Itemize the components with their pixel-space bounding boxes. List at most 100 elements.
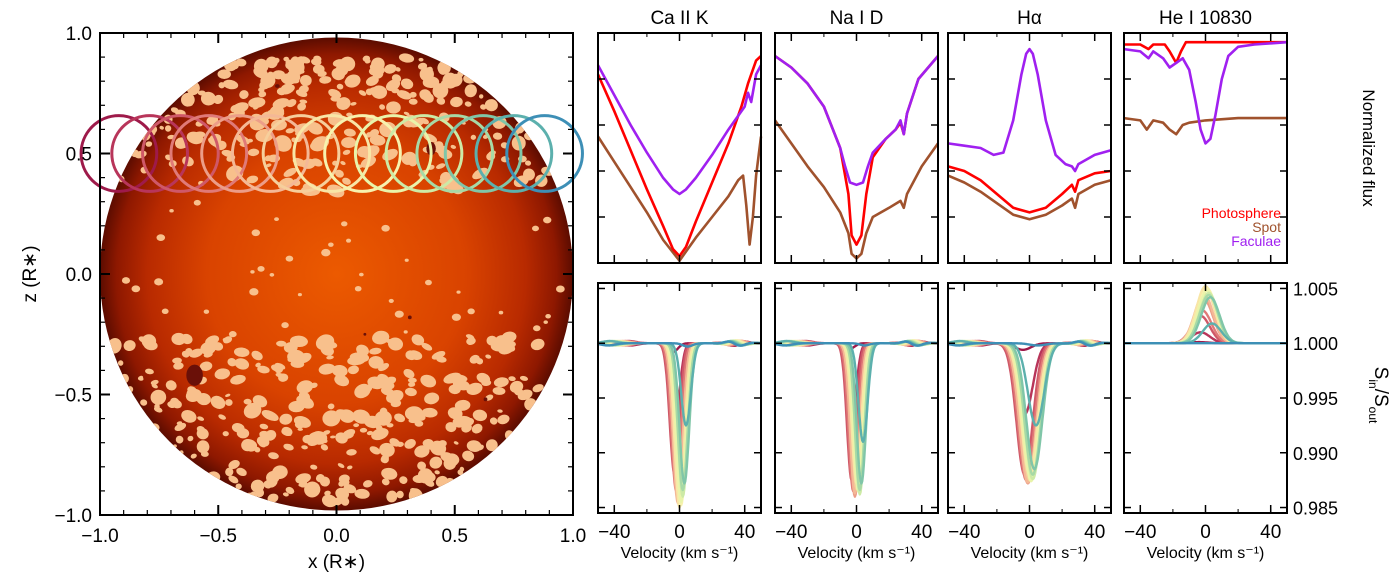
star-map-panel: −1.0 −0.5 0.0 0.5 1.0 −1.0 −0.5 0.0 0.5 1.0 x (R∗… — [20, 24, 586, 573]
facula-patch — [484, 99, 498, 112]
facula-patch — [451, 313, 461, 321]
facula-patch — [419, 67, 434, 82]
facula-patch — [369, 134, 386, 146]
facula-patch — [513, 388, 524, 396]
facula-patch — [386, 490, 398, 503]
series-photosphere — [1124, 40, 1287, 65]
facula-patch — [454, 399, 471, 411]
panel-title: Na I D — [830, 8, 884, 29]
facula-patch — [121, 277, 131, 284]
facula-patch — [337, 463, 345, 468]
facula-patch — [299, 481, 308, 488]
top-panel-frame — [597, 32, 762, 264]
xtick-label: 40 — [1260, 522, 1281, 543]
facula-patch — [117, 360, 124, 366]
facula-patch — [276, 340, 287, 347]
facula-patch — [353, 423, 360, 428]
facula-patch — [235, 58, 247, 67]
facula-patch — [340, 161, 346, 166]
planet-position-9 — [323, 114, 402, 193]
panel-1: Na I D −40 0 40 Velocity (km s⁻¹) — [773, 8, 940, 562]
xtick-label: 0.0 — [323, 526, 349, 547]
facula-patch — [296, 395, 314, 409]
facula-patch — [185, 388, 202, 402]
facula-patch — [442, 72, 459, 89]
facula-patch — [510, 388, 516, 391]
facula-patch — [362, 55, 371, 62]
facula-patch — [340, 497, 350, 506]
star-map-xlabel: x (R∗) — [308, 552, 365, 573]
facula-patch — [414, 445, 430, 458]
facula-patch — [466, 337, 476, 345]
facula-patch — [367, 376, 385, 390]
facula-patch — [503, 343, 516, 352]
transit-ratio-curve-15 — [774, 340, 939, 347]
facula-patch — [408, 417, 420, 424]
facula-patch — [222, 431, 229, 437]
facula-patch — [369, 347, 382, 355]
facula-patch — [407, 377, 417, 383]
series-faculae — [596, 64, 763, 196]
planet-position-1 — [79, 114, 159, 193]
facula-patch — [253, 105, 259, 110]
xtick-label: 40 — [911, 522, 932, 543]
xtick-label: 0 — [674, 522, 685, 543]
series-faculae — [774, 54, 939, 187]
facula-patch — [123, 340, 136, 352]
facula-patch — [418, 57, 424, 62]
facula-patch — [508, 376, 516, 382]
xtick-label: −40 — [1124, 522, 1156, 543]
facula-patch — [403, 111, 410, 116]
facula-patch — [281, 322, 289, 329]
facula-patch — [463, 73, 477, 84]
facula-patch — [298, 69, 305, 74]
facula-patch — [450, 96, 463, 108]
panel-0: Ca II K −40 0 40 Velocity (km s⁻¹) — [596, 8, 763, 562]
facula-patch — [420, 374, 437, 388]
facula-patch — [140, 399, 148, 406]
facula-patch — [372, 330, 390, 345]
facula-patch — [247, 148, 260, 157]
facula-patch — [265, 163, 272, 168]
legend-spot: Spot — [1252, 219, 1281, 235]
facula-patch — [261, 410, 279, 422]
facula-patch — [324, 490, 331, 496]
facula-patch — [294, 422, 304, 429]
facula-patch — [493, 377, 509, 388]
facula-patch — [176, 421, 183, 425]
velocity-axis-label: Velocity (km s⁻¹) — [621, 545, 739, 562]
facula-patch — [173, 362, 184, 370]
facula-patch — [327, 403, 335, 410]
transit-ratio-curve-14 — [947, 339, 1112, 427]
xtick-label: 0 — [1024, 522, 1035, 543]
facula-patch — [389, 438, 401, 447]
xtick-label: −1.0 — [81, 526, 119, 547]
facula-patch — [472, 409, 488, 422]
facula-patch — [443, 372, 462, 384]
facula-patch — [386, 101, 401, 114]
normalized-flux-label: Normalized flux — [1359, 89, 1378, 207]
facula-patch — [299, 56, 311, 64]
transit-ratio-label: Sin/Sout — [1366, 367, 1391, 424]
facula-patch — [404, 387, 417, 397]
facula-patch — [404, 258, 409, 262]
planet-transit-positions — [79, 114, 584, 193]
ytick-label: 0.990 — [1293, 444, 1338, 464]
facula-patch — [343, 128, 356, 137]
ytick-label: 0.0 — [66, 265, 92, 286]
facula-patch — [266, 470, 280, 484]
facula-patch — [341, 137, 357, 149]
facula-patch — [203, 309, 210, 314]
ytick-label: 0.995 — [1293, 389, 1338, 409]
facula-patch — [247, 138, 253, 143]
facula-patch — [374, 410, 392, 426]
facula-patch — [315, 474, 325, 483]
velocity-axis-label: Velocity (km s⁻¹) — [798, 545, 916, 562]
panel-2: Hα −40 0 40 Velocity (km s⁻¹) — [947, 8, 1112, 562]
facula-patch — [388, 298, 394, 303]
facula-patch — [285, 486, 295, 495]
facula-patch — [380, 387, 394, 396]
facula-patch — [424, 392, 440, 405]
